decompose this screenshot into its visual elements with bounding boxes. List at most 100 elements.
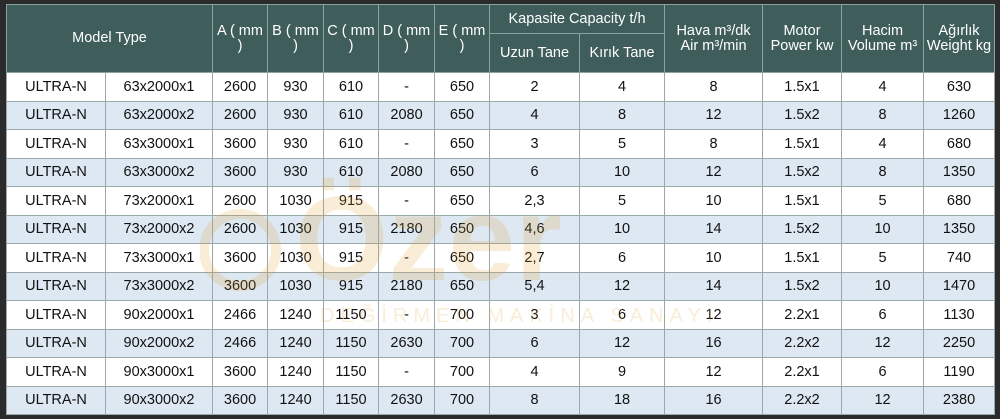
cell-volume: 6 [841,357,925,387]
cell-a: 3600 [212,385,269,415]
cell-air: 12 [664,357,764,387]
cell-d: - [378,72,436,102]
cell-c: 610 [323,100,380,130]
cell-type: 63x2000x1 [104,72,214,102]
cell-b: 930 [267,157,325,187]
cell-c: 1150 [323,300,380,330]
header-kirik-tane: Kırık Tane [579,33,666,73]
cell-e: 700 [434,357,491,387]
cell-volume: 5 [841,186,925,216]
cell-a: 3600 [212,243,269,273]
cell-model: ULTRA-N [6,186,106,216]
cell-motor: 2.2x2 [762,385,843,415]
cell-model: ULTRA-N [6,243,106,273]
table-row: ULTRA-N 63x2000x1 2600 930 610-650 2 4 8 1.5x1 4 6… [6,72,996,102]
cell-volume: 8 [841,100,925,130]
cell-uzun: 5,4 [489,271,581,301]
header-d: D ( mm ) [378,4,436,73]
cell-motor: 1.5x2 [762,157,843,187]
cell-b: 930 [267,129,325,159]
cell-type: 63x3000x2 [104,157,214,187]
header-air: Hava m³/dk Air m³/min [664,4,764,73]
cell-c: 610 [323,72,380,102]
cell-kirik: 10 [579,214,666,244]
cell-b: 1240 [267,328,325,358]
cell-e: 650 [434,100,491,130]
cell-a: 3600 [212,357,269,387]
cell-type: 63x2000x2 [104,100,214,130]
cell-type: 73x3000x2 [104,271,214,301]
cell-air: 14 [664,271,764,301]
cell-volume: 10 [841,214,925,244]
cell-air: 14 [664,214,764,244]
cell-a: 2466 [212,300,269,330]
cell-a: 3600 [212,129,269,159]
cell-uzun: 2,3 [489,186,581,216]
cell-weight: 680 [923,129,996,159]
cell-weight: 1350 [923,214,996,244]
cell-e: 650 [434,186,491,216]
header-b: B ( mm ) [267,4,325,73]
cell-type: 90x2000x2 [104,328,214,358]
cell-air: 10 [664,243,764,273]
cell-weight: 1190 [923,357,996,387]
header-a: A ( mm ) [212,4,269,73]
cell-motor: 1.5x2 [762,214,843,244]
table-row: ULTRA-N 63x2000x2 2600 930 610 2080 650 4 8 12 1.5… [6,100,996,130]
cell-kirik: 12 [579,328,666,358]
cell-air: 16 [664,328,764,358]
cell-volume: 10 [841,271,925,301]
cell-a: 2600 [212,186,269,216]
cell-c: 915 [323,186,380,216]
cell-b: 1240 [267,357,325,387]
cell-volume: 4 [841,72,925,102]
cell-motor: 2.2x1 [762,357,843,387]
header-e: E ( mm ) [434,4,491,73]
table-row: ULTRA-N 73x3000x1 3600 1030 915-650 2,7 6 10 1.5… [6,243,996,273]
cell-air: 8 [664,129,764,159]
cell-b: 1030 [267,243,325,273]
cell-b: 1030 [267,271,325,301]
cell-e: 650 [434,129,491,159]
specification-table: Model Type A ( mm ) B ( mm ) C ( mm ) D … [5,4,996,415]
cell-a: 2600 [212,72,269,102]
cell-model: ULTRA-N [6,157,106,187]
cell-a: 3600 [212,271,269,301]
cell-weight: 2250 [923,328,996,358]
cell-weight: 1470 [923,271,996,301]
cell-b: 1240 [267,300,325,330]
cell-kirik: 18 [579,385,666,415]
cell-model: ULTRA-N [6,300,106,330]
cell-weight: 740 [923,243,996,273]
cell-model: ULTRA-N [6,100,106,130]
cell-weight: 1130 [923,300,996,330]
cell-d: - [378,357,436,387]
cell-type: 90x2000x1 [104,300,214,330]
cell-model: ULTRA-N [6,385,106,415]
header-weight: Ağırlık Weight kg [923,4,996,73]
cell-e: 700 [434,300,491,330]
cell-model: ULTRA-N [6,72,106,102]
cell-type: 73x2000x2 [104,214,214,244]
cell-volume: 12 [841,385,925,415]
cell-weight: 2380 [923,385,996,415]
cell-d: 2180 [378,214,436,244]
table-row: ULTRA-N 63x3000x1 3600 930 610-650 3 5 8 1.5x1 4 6… [6,129,996,159]
cell-uzun: 2,7 [489,243,581,273]
header-capacity: Kapasite Capacity t/h [489,4,666,34]
cell-volume: 4 [841,129,925,159]
cell-air: 8 [664,72,764,102]
cell-uzun: 3 [489,129,581,159]
cell-a: 2600 [212,214,269,244]
header-c: C ( mm ) [323,4,380,73]
cell-motor: 1.5x2 [762,100,843,130]
cell-volume: 8 [841,157,925,187]
cell-a: 2466 [212,328,269,358]
cell-air: 10 [664,186,764,216]
cell-e: 650 [434,243,491,273]
table-row: ULTRA-N 90x2000x2 2466 1240 1150 2630 700 6 12 16… [6,328,996,358]
table-row: ULTRA-N 90x2000x1 2466 1240 1150-700 3 6 12 2.2x… [6,300,996,330]
cell-model: ULTRA-N [6,357,106,387]
cell-uzun: 8 [489,385,581,415]
